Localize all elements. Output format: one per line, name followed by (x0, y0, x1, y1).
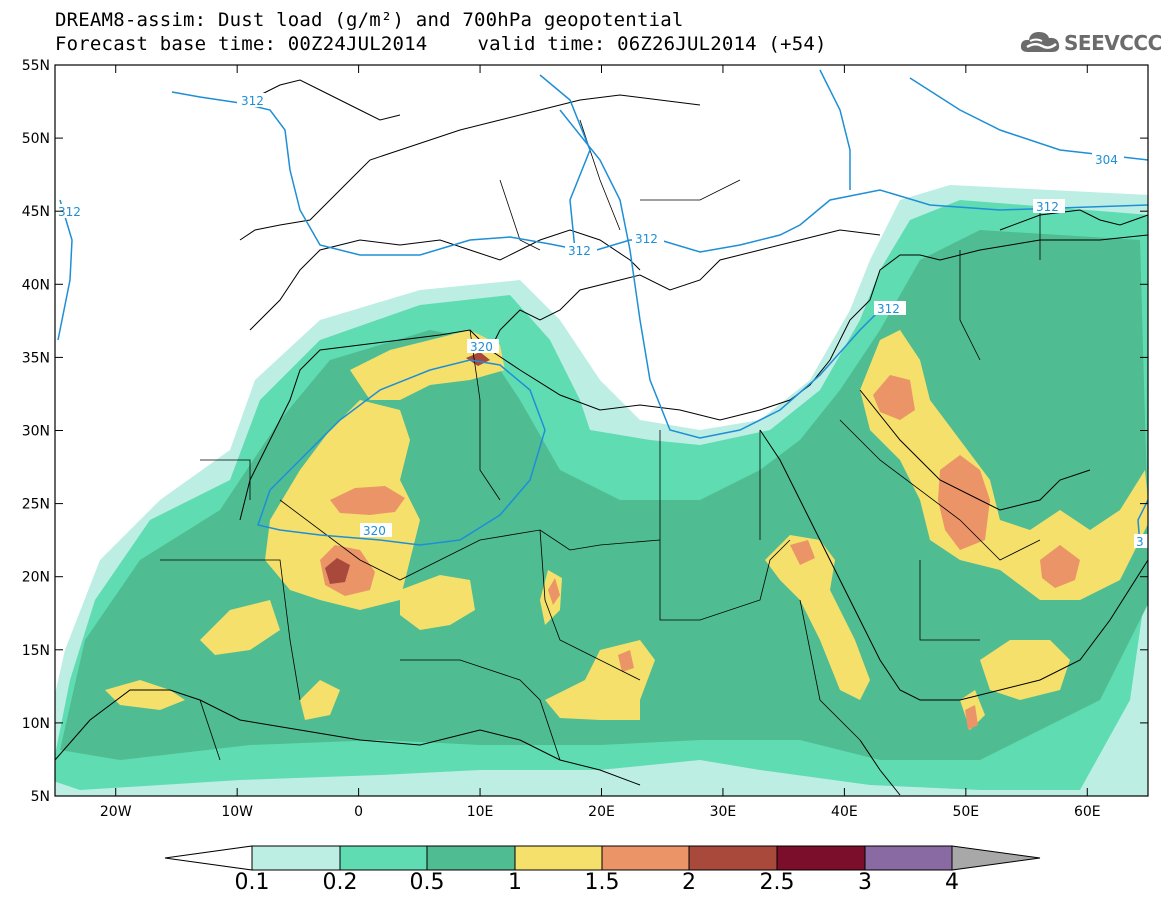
contour-label: 312 (635, 232, 658, 246)
country-borders (160, 119, 1041, 761)
lat-tick-label: 25N (22, 497, 50, 513)
map-subtitle: Forecast base time: 00Z24JUL2014 valid ti… (55, 33, 827, 55)
lat-tick-label: 50N (22, 131, 50, 147)
contour-label: 304 (1095, 153, 1118, 167)
lon-tick-label: 20E (588, 804, 615, 820)
logo-text: SEEVCCC (1064, 31, 1162, 55)
dust-field (55, 185, 1148, 796)
lon-tick-label: 20W (100, 804, 132, 820)
contour-label: 320 (363, 524, 386, 538)
valid-time: valid time: 06Z26JUL2014 (+54) (477, 33, 827, 55)
lat-tick-label: 15N (22, 643, 50, 659)
contour-label: 312 (877, 302, 900, 316)
colorbar-swatch (340, 846, 427, 870)
colorbar-swatch (777, 846, 865, 870)
contour-labels: 312 312 312 312 312 312 304 320 320 3 (55, 93, 1148, 549)
lat-tick-label: 30N (22, 424, 50, 440)
lon-tick-label: 50E (952, 804, 979, 820)
colorbar-label: 1 (508, 870, 522, 895)
lat-tick-label: 5N (31, 789, 50, 805)
colorbar-label: 3 (858, 870, 872, 895)
lon-tick-label: 10E (467, 804, 494, 820)
map-title: DREAM8-assim: Dust load (g/m²) and 700hP… (55, 9, 684, 31)
colorbar-low-arrow (164, 845, 253, 871)
contour-label: 3 (1136, 535, 1144, 549)
lon-tick-label: 30E (710, 804, 737, 820)
lat-tick-label: 40N (22, 277, 50, 293)
colorbar-label: 0.1 (234, 870, 270, 895)
colorbar-label: 0.2 (322, 870, 358, 895)
lat-tick-label: 20N (22, 570, 50, 586)
lat-tick-label: 55N (22, 58, 50, 74)
lat-tick-label: 10N (22, 716, 50, 732)
contour-label: 320 (470, 340, 493, 354)
colorbar-swatch (689, 846, 777, 870)
contour-label: 312 (568, 244, 591, 258)
longitude-axis: 20W 10W 0 10E 20E 30E 40E 50E 60E (100, 65, 1101, 820)
colorbar-label: 2 (682, 870, 696, 895)
colorbar (164, 845, 1041, 871)
colorbar-label: 4 (945, 870, 959, 895)
contour-label: 312 (58, 205, 81, 219)
colorbar-swatch (515, 846, 602, 870)
lon-tick-label: 10W (221, 804, 253, 820)
lon-tick-label: 0 (354, 804, 363, 820)
colorbar-swatch (252, 846, 340, 870)
colorbar-swatch (427, 846, 515, 870)
contour-label: 312 (241, 94, 264, 108)
contour-label: 312 (1036, 200, 1059, 214)
seevccc-logo: SEEVCCC (1018, 26, 1162, 58)
colorbar-label: 2.5 (759, 870, 795, 895)
lon-tick-label: 40E (831, 804, 858, 820)
lat-tick-label: 35N (22, 350, 50, 366)
colorbar-swatch (602, 846, 689, 870)
geopotential-contours (57, 69, 1148, 546)
colorbar-swatch (865, 846, 952, 870)
latitude-axis: 55N 50N 45N 40N 35N 30N 25N 20N 15N 10N 5N (22, 58, 1148, 805)
colorbar-label: 0.5 (409, 870, 445, 895)
lon-tick-label: 60E (1074, 804, 1101, 820)
cloud-icon (1020, 32, 1060, 52)
colorbar-label: 1.5 (584, 870, 620, 895)
forecast-base-time: Forecast base time: 00Z24JUL2014 (55, 33, 428, 55)
colorbar-high-arrow (952, 846, 1040, 870)
lat-tick-label: 45N (22, 204, 50, 220)
